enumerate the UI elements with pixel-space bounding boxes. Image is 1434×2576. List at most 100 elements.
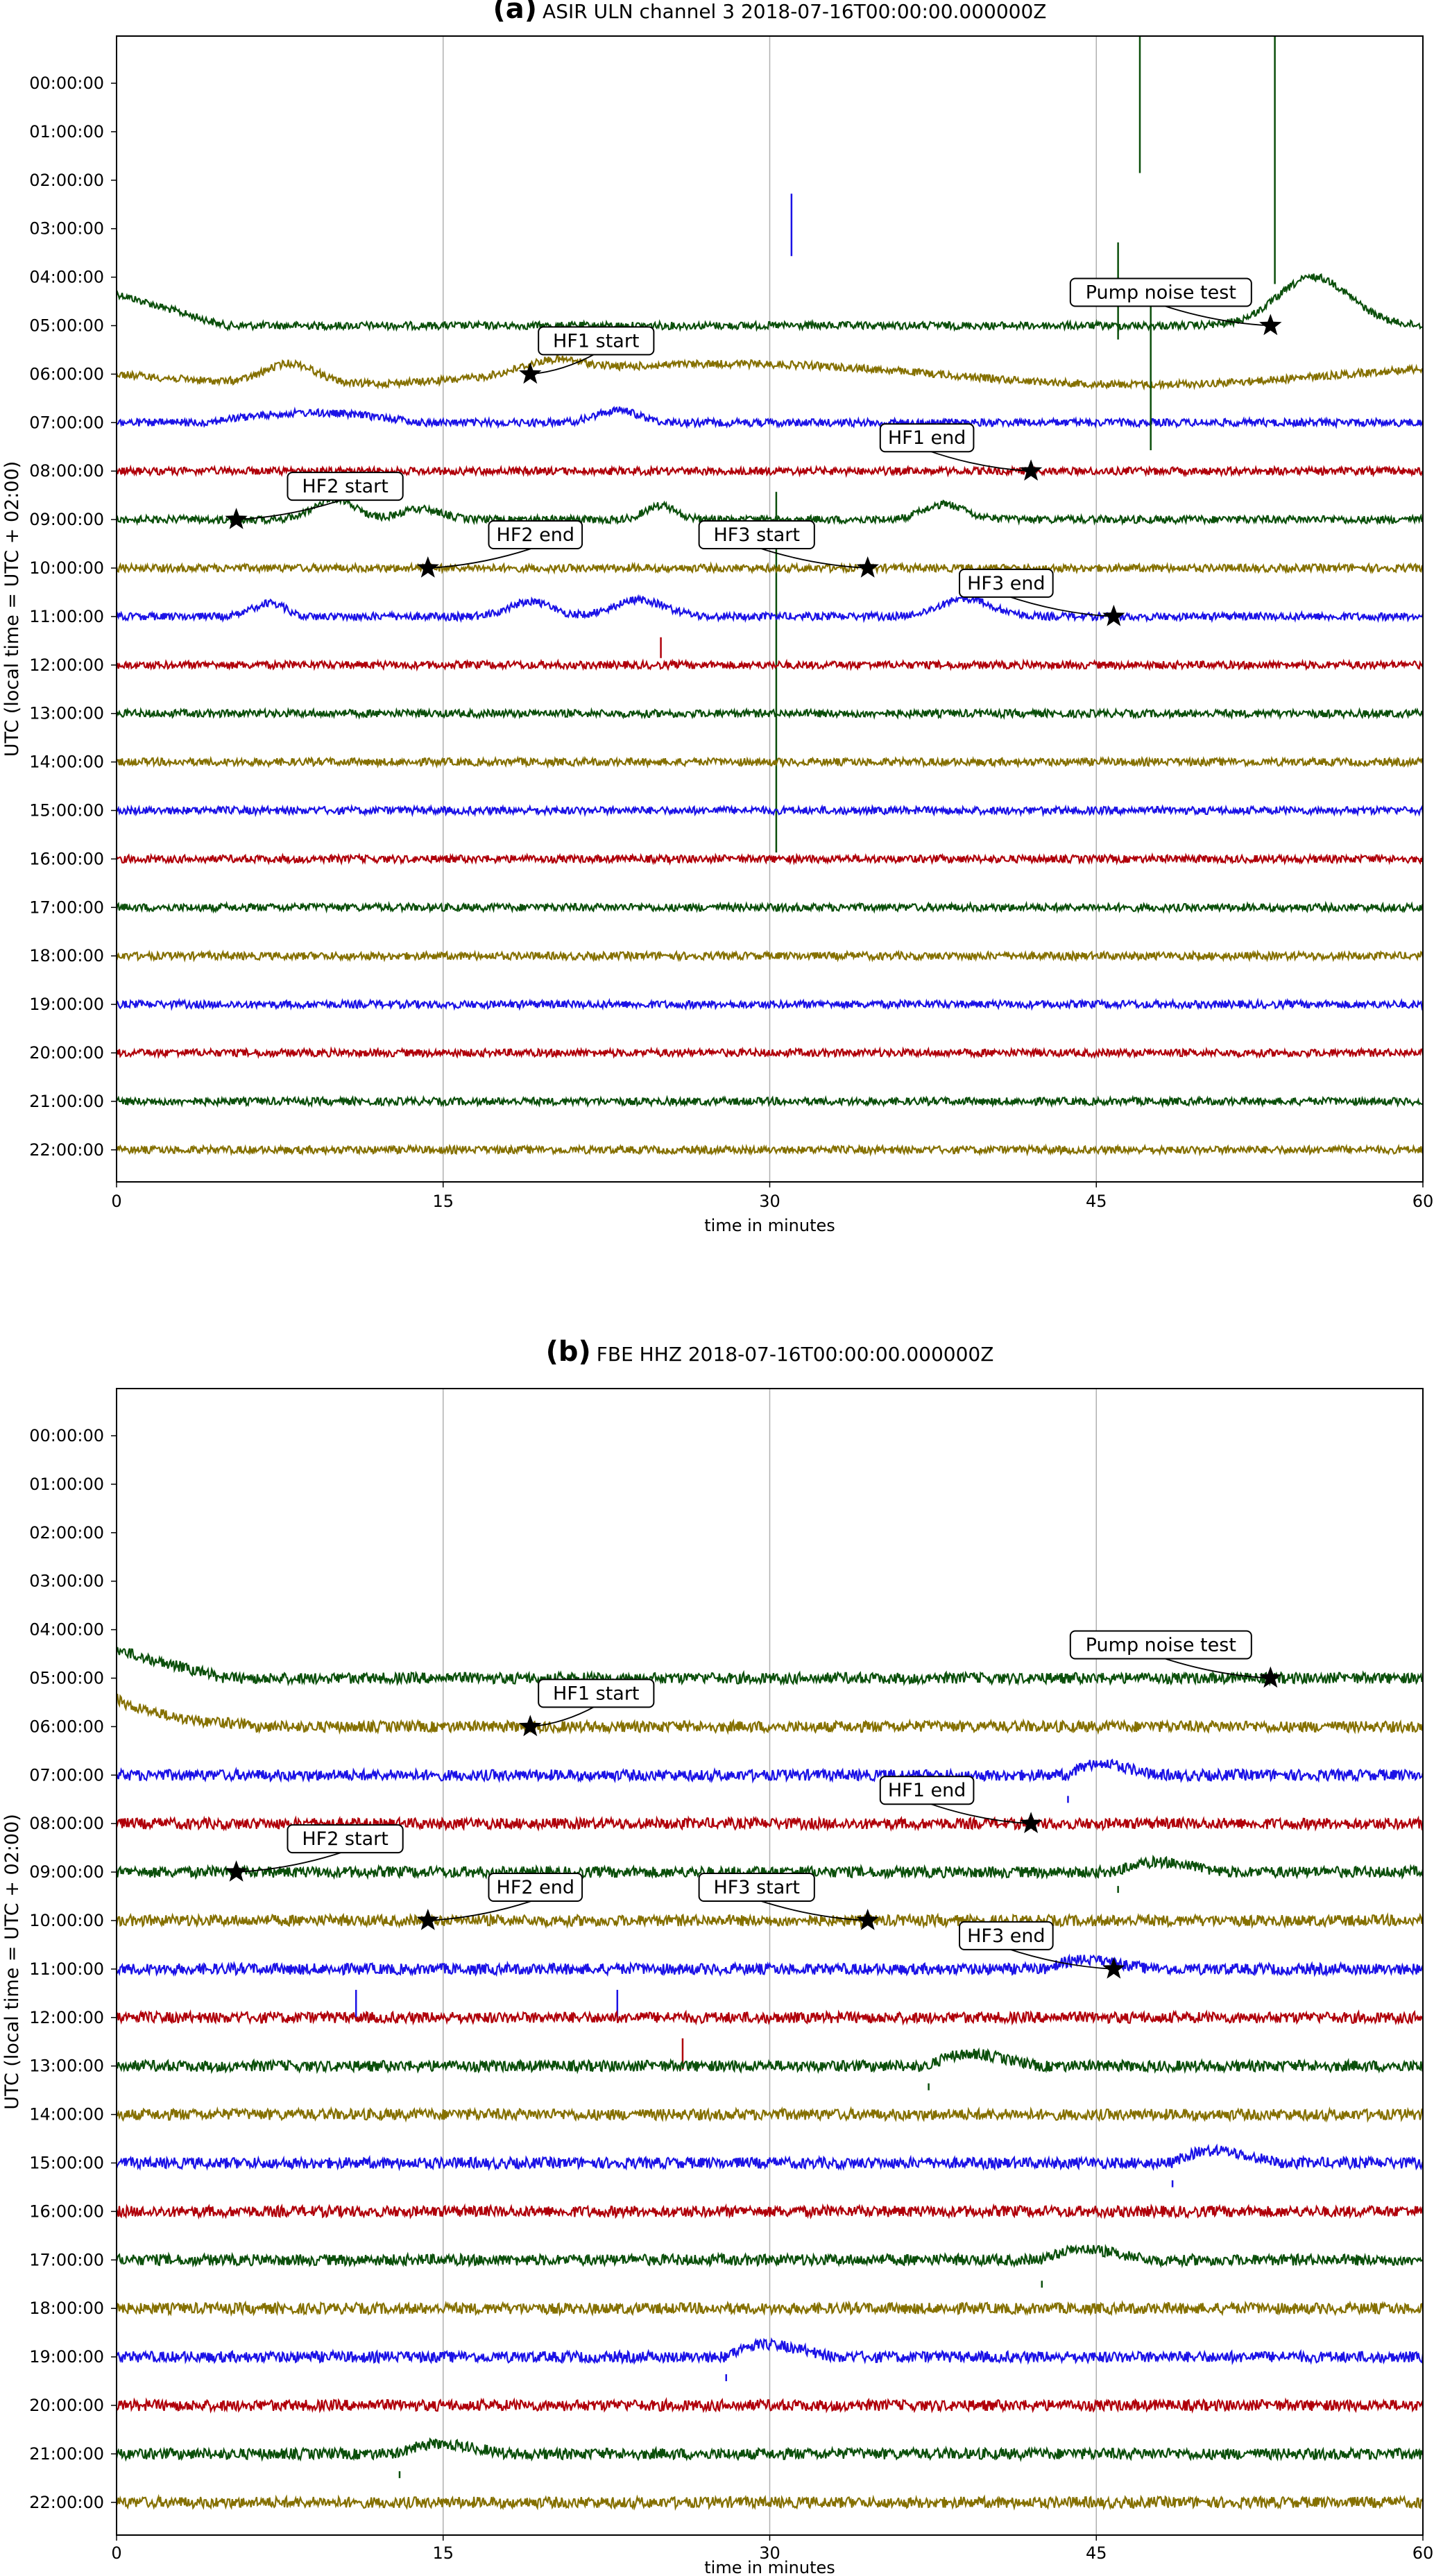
trace-11:00:00 xyxy=(117,1953,1423,1977)
annotation-box xyxy=(959,568,1054,598)
y-tick-label: 03:00:00 xyxy=(29,1572,104,1591)
y-tick-label: 12:00:00 xyxy=(29,655,104,675)
trace-17:00:00 xyxy=(117,900,1423,914)
trace-18:00:00 xyxy=(117,2300,1423,2317)
annotation-star-marker xyxy=(1102,1957,1125,1979)
y-tick-label: 06:00:00 xyxy=(29,364,104,384)
annotation-box xyxy=(698,520,815,549)
traces xyxy=(117,1647,1423,2511)
y-tick-label: 14:00:00 xyxy=(29,753,104,772)
annotation-label: HF2 end xyxy=(497,524,574,546)
y-tick-label: 08:00:00 xyxy=(29,1814,104,1833)
y-tick-label: 06:00:00 xyxy=(29,1717,104,1736)
annotation-box xyxy=(488,1873,583,1902)
panel-letter: (b) xyxy=(546,1336,591,1368)
annotation-label: HF2 end xyxy=(497,1877,574,1898)
y-axis-label: UTC (local time = UTC + 02:00) xyxy=(1,1814,23,2110)
y-tick-label: 04:00:00 xyxy=(29,1620,104,1640)
annotation-star-marker xyxy=(856,1909,879,1930)
annotation-connector xyxy=(756,547,868,569)
x-tick-label: 60 xyxy=(1412,2543,1434,2563)
y-tick-label: 13:00:00 xyxy=(29,2056,104,2076)
trace-14:00:00 xyxy=(117,2106,1423,2123)
y-axis-label: UTC (local time = UTC + 02:00) xyxy=(1,461,23,757)
trace-14:00:00 xyxy=(117,755,1423,769)
annotation-connector xyxy=(926,1802,1032,1825)
annotation-box xyxy=(879,423,975,453)
y-tick-label: 02:00:00 xyxy=(29,1523,104,1543)
annotation-connector xyxy=(1161,304,1271,327)
x-tick-label: 0 xyxy=(111,2543,121,2563)
y-tick-label: 03:00:00 xyxy=(29,219,104,239)
y-tick-label: 16:00:00 xyxy=(29,2201,104,2221)
trace-18:00:00 xyxy=(117,949,1423,963)
y-tick-label: 22:00:00 xyxy=(29,1140,104,1160)
trace-22:00:00 xyxy=(117,2493,1423,2511)
annotation-label: HF2 start xyxy=(302,1828,388,1850)
annotation-box xyxy=(1069,277,1252,307)
y-tick-label: 21:00:00 xyxy=(29,1092,104,1111)
annotation-star-marker xyxy=(416,1909,439,1930)
annotation-star-marker xyxy=(856,556,879,578)
y-tick-label: 20:00:00 xyxy=(29,1043,104,1063)
x-tick-label: 60 xyxy=(1412,1192,1434,1211)
annotation-box xyxy=(538,1678,655,1708)
x-axis-label: time in minutes xyxy=(704,1216,835,1235)
annotation-label: HF3 end xyxy=(967,1925,1045,1947)
annotation-box xyxy=(287,1824,404,1854)
annotation-label: HF1 start xyxy=(553,330,639,352)
trace-15:00:00 xyxy=(117,803,1423,818)
annotation-star-marker xyxy=(519,1715,542,1737)
annotation-connector xyxy=(1006,1948,1114,1970)
y-tick-label: 17:00:00 xyxy=(29,898,104,917)
annotation-connector xyxy=(236,498,345,520)
annotation-box xyxy=(287,472,404,501)
trace-19:00:00 xyxy=(117,2337,1423,2366)
trace-07:00:00 xyxy=(117,406,1423,429)
y-tick-label: 15:00:00 xyxy=(29,2154,104,2173)
annotation-star-marker xyxy=(225,1860,248,1882)
trace-10:00:00 xyxy=(117,561,1423,575)
annotation-connector xyxy=(1006,595,1114,617)
trace-06:00:00 xyxy=(117,1693,1423,1735)
y-tick-label: 01:00:00 xyxy=(29,1475,104,1494)
y-tick-label: 16:00:00 xyxy=(29,849,104,868)
annotation-star-marker xyxy=(416,556,439,578)
annotation-star-marker xyxy=(225,508,248,529)
trace-20:00:00 xyxy=(117,1046,1423,1059)
y-tick-label: 00:00:00 xyxy=(29,1426,104,1445)
trace-16:00:00 xyxy=(117,2203,1423,2220)
annotation-star-marker xyxy=(1259,314,1282,336)
annotation-label: HF3 start xyxy=(713,1877,799,1898)
y-tick-label: 05:00:00 xyxy=(29,316,104,336)
panel-a: (a) ASIR ULN channel 3 2018-07-16T00:00:0… xyxy=(1,0,1433,1235)
y-tick-label: 11:00:00 xyxy=(29,1959,104,1979)
annotation-star-marker xyxy=(1259,1666,1282,1688)
trace-06:00:00 xyxy=(117,354,1423,391)
y-tick-label: 17:00:00 xyxy=(29,2250,104,2269)
panel-letter: (a) xyxy=(493,0,537,25)
trace-20:00:00 xyxy=(117,2397,1423,2414)
y-tick-label: 22:00:00 xyxy=(29,2493,104,2512)
x-axis-label: time in minutes xyxy=(704,2558,835,2576)
x-tick-label: 15 xyxy=(432,2543,454,2563)
y-tick-label: 15:00:00 xyxy=(29,801,104,821)
annotation-box xyxy=(1069,1630,1252,1660)
y-tick-label: 02:00:00 xyxy=(29,171,104,190)
trace-11:00:00 xyxy=(117,593,1423,624)
annotation-connector xyxy=(427,1899,536,1921)
trace-07:00:00 xyxy=(117,1758,1423,1784)
annotation-connector xyxy=(427,547,536,569)
annotation-connector xyxy=(926,449,1032,472)
annotation-connector xyxy=(756,1899,868,1921)
y-tick-label: 18:00:00 xyxy=(29,2299,104,2318)
y-tick-label: 10:00:00 xyxy=(29,1911,104,1930)
chart-title: (b) FBE HHZ 2018-07-16T00:00:00.000000Z xyxy=(546,1336,994,1368)
annotation-label: HF1 end xyxy=(888,427,966,449)
trace-19:00:00 xyxy=(117,997,1423,1011)
annotation-box xyxy=(538,326,655,356)
chart-title: (a) ASIR ULN channel 3 2018-07-16T00:00:0… xyxy=(493,0,1046,25)
y-tick-label: 13:00:00 xyxy=(29,704,104,723)
annotation-box xyxy=(698,1873,815,1902)
